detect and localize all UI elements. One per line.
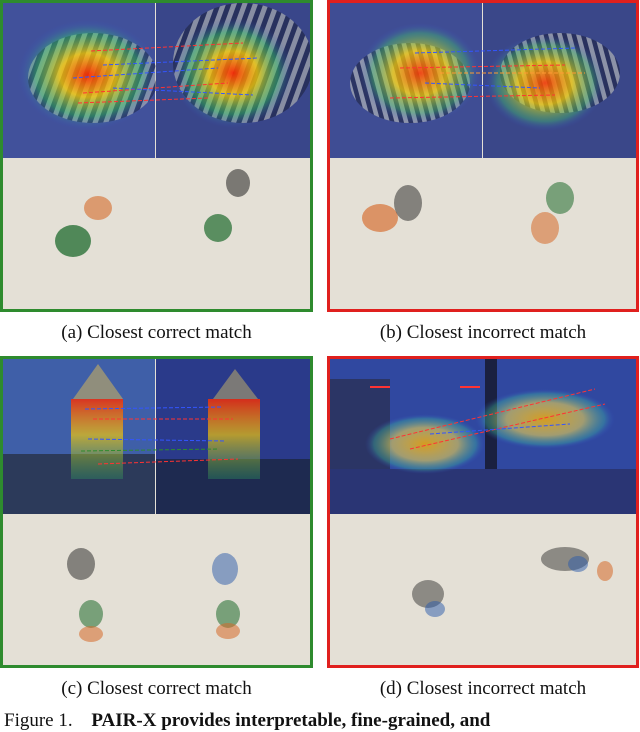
match-lines xyxy=(389,47,585,99)
panel-d-figure xyxy=(330,359,636,665)
keypoint-heatmap-area xyxy=(330,515,636,665)
keypoint-heatmap-area xyxy=(3,159,310,309)
zebra-photo-left xyxy=(3,3,158,158)
panel-d xyxy=(327,356,639,668)
caption-c: (c) Closest correct match xyxy=(61,678,252,699)
figure-caption: Figure 1. PAIR-X provides interpretable,… xyxy=(4,710,640,732)
zebra-photo-right xyxy=(156,3,310,158)
match-lines xyxy=(370,386,606,450)
panel-a-figure xyxy=(3,3,310,309)
caption-b: (b) Closest incorrect match xyxy=(379,322,587,343)
panel-b-figure xyxy=(330,3,636,309)
panel-c xyxy=(0,356,313,668)
match-lines xyxy=(72,42,259,104)
panel-a xyxy=(0,0,313,312)
keypoint-heatmap-area xyxy=(330,159,636,309)
figure-caption-text: PAIR-X provides interpretable, fine-grai… xyxy=(91,710,491,731)
zebra-photo-left xyxy=(330,3,482,158)
panel-b xyxy=(327,0,639,312)
caption-a: (a) Closest correct match xyxy=(61,322,252,343)
figure-label: Figure 1. xyxy=(4,710,73,731)
building-photo-left xyxy=(3,359,155,514)
keypoint-heatmap-area xyxy=(3,515,310,665)
building-photo-right xyxy=(156,359,310,514)
panel-c-figure xyxy=(3,359,310,665)
match-lines xyxy=(80,406,239,465)
caption-d: (d) Closest incorrect match xyxy=(379,678,587,699)
zebra-photo-right xyxy=(483,3,636,158)
building-photo xyxy=(330,359,636,514)
